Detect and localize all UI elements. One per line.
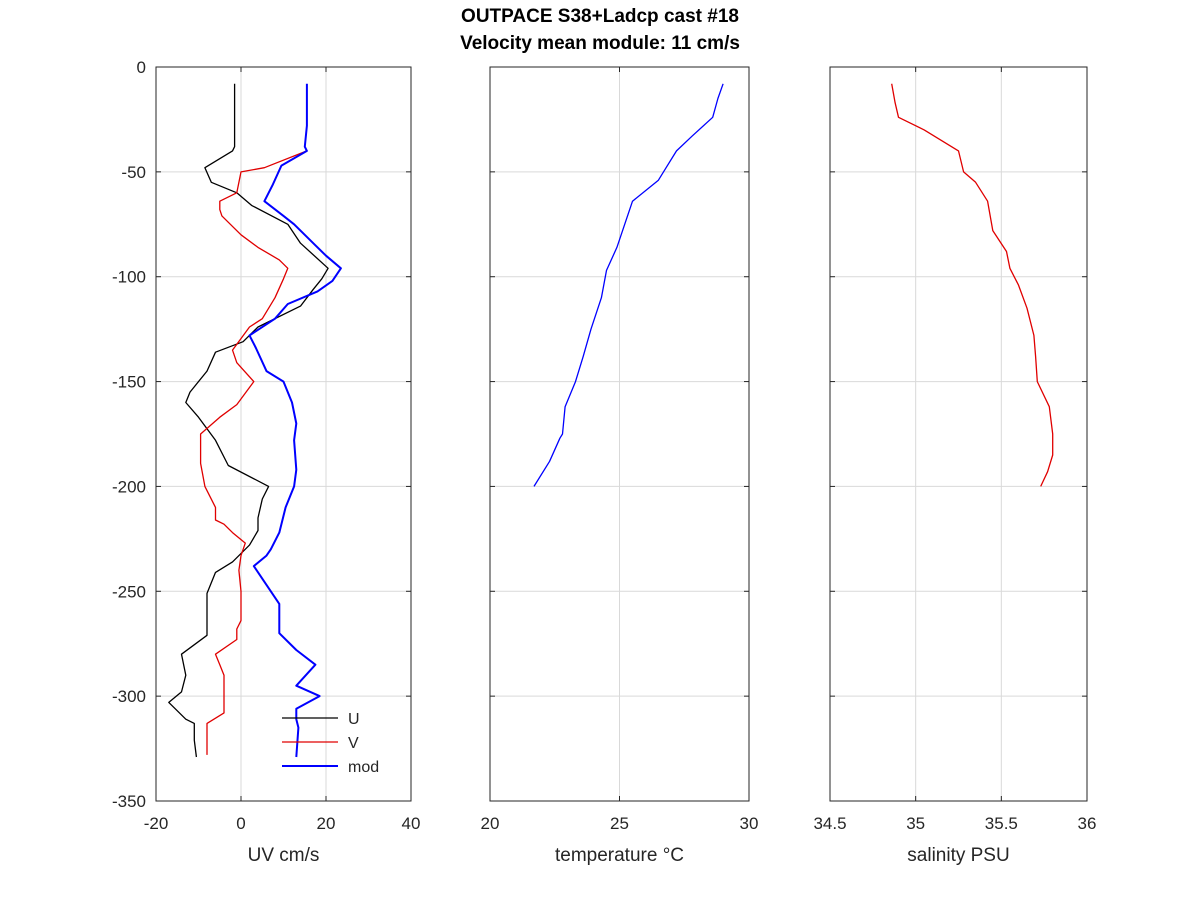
x-tick-label: 30 (740, 814, 759, 833)
x-tick-label: 40 (402, 814, 421, 833)
x-tick-label: 35 (906, 814, 925, 833)
x-axis-label: temperature °C (555, 845, 684, 866)
panel-3: 34.5 35 35.5 36 salinity PSU (813, 66, 1097, 866)
axes-box (155, 66, 412, 802)
x-tick-label: 0 (236, 814, 245, 833)
series-line-v (199, 150, 308, 755)
y-tick-label: -250 (112, 582, 146, 601)
x-axis-label: UV cm/s (248, 845, 320, 866)
x-axis-label: salinity PSU (907, 845, 1009, 866)
y-tick-label: -150 (112, 373, 146, 392)
y-tick-label: -300 (112, 687, 146, 706)
y-tick-label: 0 (137, 58, 146, 77)
x-tick-label: 36 (1078, 814, 1097, 833)
x-tick-label: 34.5 (813, 814, 846, 833)
y-tick-label: -100 (112, 268, 146, 287)
y-tick-label: -200 (112, 477, 146, 496)
series-line-mod (248, 83, 342, 758)
legend-label-u: U (348, 711, 360, 728)
panel-2: 20 25 30 temperature °C (481, 66, 759, 866)
x-tick-label: 20 (481, 814, 500, 833)
y-tick-label: -50 (121, 163, 146, 182)
x-tick-label: 20 (317, 814, 336, 833)
legend-label-v: V (348, 735, 359, 752)
x-tick-label: 35.5 (985, 814, 1018, 833)
series-line-2 (533, 83, 724, 487)
y-tick-label: -350 (112, 792, 146, 811)
x-tick-label: -20 (144, 814, 169, 833)
series-line-3 (891, 83, 1054, 487)
legend-label-mod: mod (348, 759, 379, 776)
x-tick-label: 25 (610, 814, 629, 833)
chart-subtitle: Velocity mean module: 11 cm/s (460, 33, 740, 54)
chart-title: OUTPACE S38+Ladcp cast #18 (461, 6, 739, 27)
axes-box (829, 66, 1088, 802)
